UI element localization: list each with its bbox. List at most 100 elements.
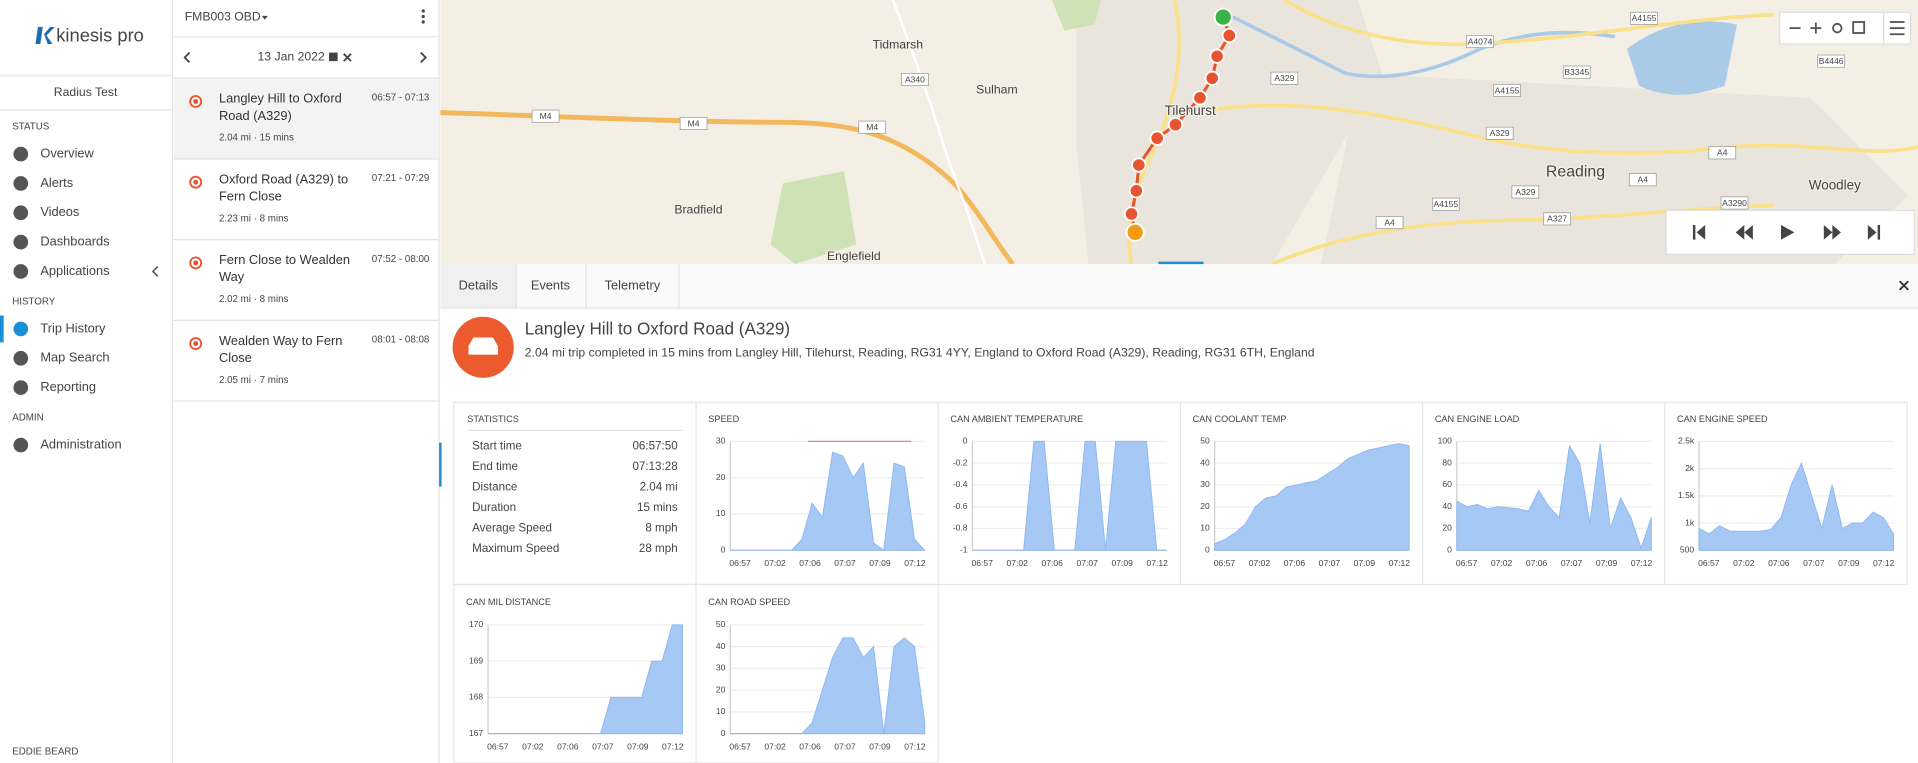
x-tick-label: 06:57 — [972, 558, 994, 568]
active-tab[interactable] — [440, 264, 517, 309]
panel-title: STATISTICS — [467, 414, 519, 424]
nav-item[interactable]: Reporting — [40, 379, 96, 394]
chart-title: CAN ENGINE LOAD — [1435, 414, 1520, 424]
stat-value: 8 mph — [645, 522, 677, 535]
road-badge — [1628, 173, 1657, 187]
panel-grid — [453, 401, 1908, 763]
x-tick-label: 07:09 — [1111, 558, 1133, 568]
tab[interactable]: Details — [459, 278, 498, 293]
x-tick-label: 07:02 — [522, 741, 544, 751]
y-tick-label: 50 — [1200, 436, 1210, 446]
urban-area — [1076, 0, 1383, 265]
place-label: Woodley — [1809, 177, 1861, 192]
x-tick-label: 07:07 — [834, 558, 856, 568]
road-label: A327 — [1547, 214, 1567, 224]
x-tick-label: 07:06 — [1768, 558, 1790, 568]
y-tick-label: 40 — [1442, 501, 1452, 511]
place-label: Sulham — [976, 83, 1017, 97]
road-label: A329 — [1515, 187, 1535, 197]
trip-marker — [189, 337, 203, 351]
selected-trip — [173, 79, 440, 159]
stat-value: 06:57:50 — [632, 439, 677, 452]
nav-item[interactable]: Overview — [40, 145, 94, 160]
x-tick-label: 06:57 — [1456, 558, 1478, 568]
x-tick-label: 06:57 — [1698, 558, 1720, 568]
next-day[interactable] — [420, 51, 427, 64]
drag-handle[interactable] — [1158, 261, 1204, 266]
chart-title: CAN ENGINE SPEED — [1677, 414, 1768, 424]
nav-icon — [13, 234, 29, 250]
trip-marker-dot — [193, 341, 199, 347]
y-tick-label: 0 — [1205, 545, 1210, 555]
nav-item[interactable]: Alerts — [40, 175, 73, 190]
road-badge — [1630, 11, 1658, 25]
dropdown-caret[interactable] — [261, 15, 268, 20]
nav-item[interactable]: Videos — [40, 204, 79, 219]
calendar-icon[interactable] — [329, 52, 338, 62]
playback-icons[interactable] — [1692, 224, 1881, 240]
x-tick-label: 06:57 — [729, 558, 751, 568]
x-tick-label: 06:57 — [487, 741, 509, 751]
end-marker[interactable] — [1125, 222, 1145, 242]
x-tick-label: 07:09 — [1596, 558, 1618, 568]
road-badge — [531, 109, 560, 123]
x-tick-label: 07:12 — [1389, 558, 1411, 568]
x-tick-label: 07:12 — [1631, 558, 1653, 568]
zoom-icons[interactable] — [1789, 21, 1866, 34]
splitter[interactable] — [439, 442, 442, 487]
prev-day[interactable] — [183, 51, 191, 64]
nav-icon — [13, 350, 29, 366]
road-badge — [901, 72, 929, 86]
trip-title-box: Langley Hill to Oxford Road (A329) — [218, 91, 342, 124]
road-badge — [1270, 71, 1299, 85]
y-tick-label: 2.5k — [1678, 436, 1695, 446]
map — [440, 0, 1918, 266]
road-label: A4 — [1638, 175, 1649, 185]
tab[interactable]: Telemetry — [605, 278, 661, 293]
road-label: A4155 — [1433, 199, 1458, 209]
start-marker[interactable] — [1213, 7, 1233, 27]
x-tick-label: 07:07 — [834, 741, 856, 751]
nav-item[interactable]: Dashboards — [40, 233, 109, 248]
y-tick-label: 0 — [721, 545, 726, 555]
nav-item[interactable]: Trip History — [40, 320, 106, 335]
y-tick-label: 10 — [1200, 523, 1210, 533]
road — [891, 0, 986, 265]
trip-title[interactable]: Fern Close to Wealden Way — [218, 253, 351, 285]
road-badge — [858, 120, 886, 134]
x-tick-label: 07:09 — [869, 558, 891, 568]
area — [1698, 461, 1895, 551]
collapse-caret — [151, 265, 159, 277]
close-panel[interactable] — [1899, 280, 1909, 291]
y-tick-label: 170 — [469, 619, 484, 629]
logo-icon — [35, 26, 56, 45]
nav-icon — [13, 264, 29, 279]
kebab[interactable] — [421, 9, 425, 24]
y-tick-label: 1.5k — [1678, 490, 1695, 500]
y-tick-label: 30 — [716, 436, 726, 446]
trip-title[interactable]: Langley Hill to Oxford Road (A329) — [218, 91, 342, 124]
trip-title-box: Wealden Way to Fern Close — [218, 333, 343, 366]
y-tick-label: 0 — [963, 436, 968, 446]
nav-item[interactable]: Applications — [40, 263, 109, 278]
area — [1214, 443, 1410, 551]
road-label: B3345 — [1564, 67, 1589, 77]
device-select[interactable]: FMB003 OBD — [185, 9, 261, 23]
nav-item[interactable]: Map Search — [40, 350, 109, 365]
x-tick-label: 07:02 — [1249, 558, 1271, 568]
x-tick-label: 07:12 — [1146, 558, 1168, 568]
river — [1222, 10, 1615, 79]
trip-title[interactable]: Wealden Way to Fern Close — [218, 333, 343, 366]
x-tick-label: 06:57 — [1214, 558, 1236, 568]
x-tick-label: 07:06 — [1042, 558, 1064, 568]
tab-bar — [440, 264, 1918, 309]
trip-time: 06:57 - 07:13 — [372, 92, 430, 103]
trip-title[interactable]: Oxford Road (A329) to Fern Close — [218, 172, 349, 205]
x-tick-label: 07:09 — [627, 741, 649, 751]
nav-item[interactable]: Administration — [40, 436, 121, 451]
tab[interactable]: Events — [531, 278, 570, 293]
road-badge — [1493, 84, 1521, 97]
clear-date[interactable] — [343, 53, 352, 62]
nav-icon — [13, 205, 29, 221]
road-label: A4155 — [1632, 13, 1657, 23]
